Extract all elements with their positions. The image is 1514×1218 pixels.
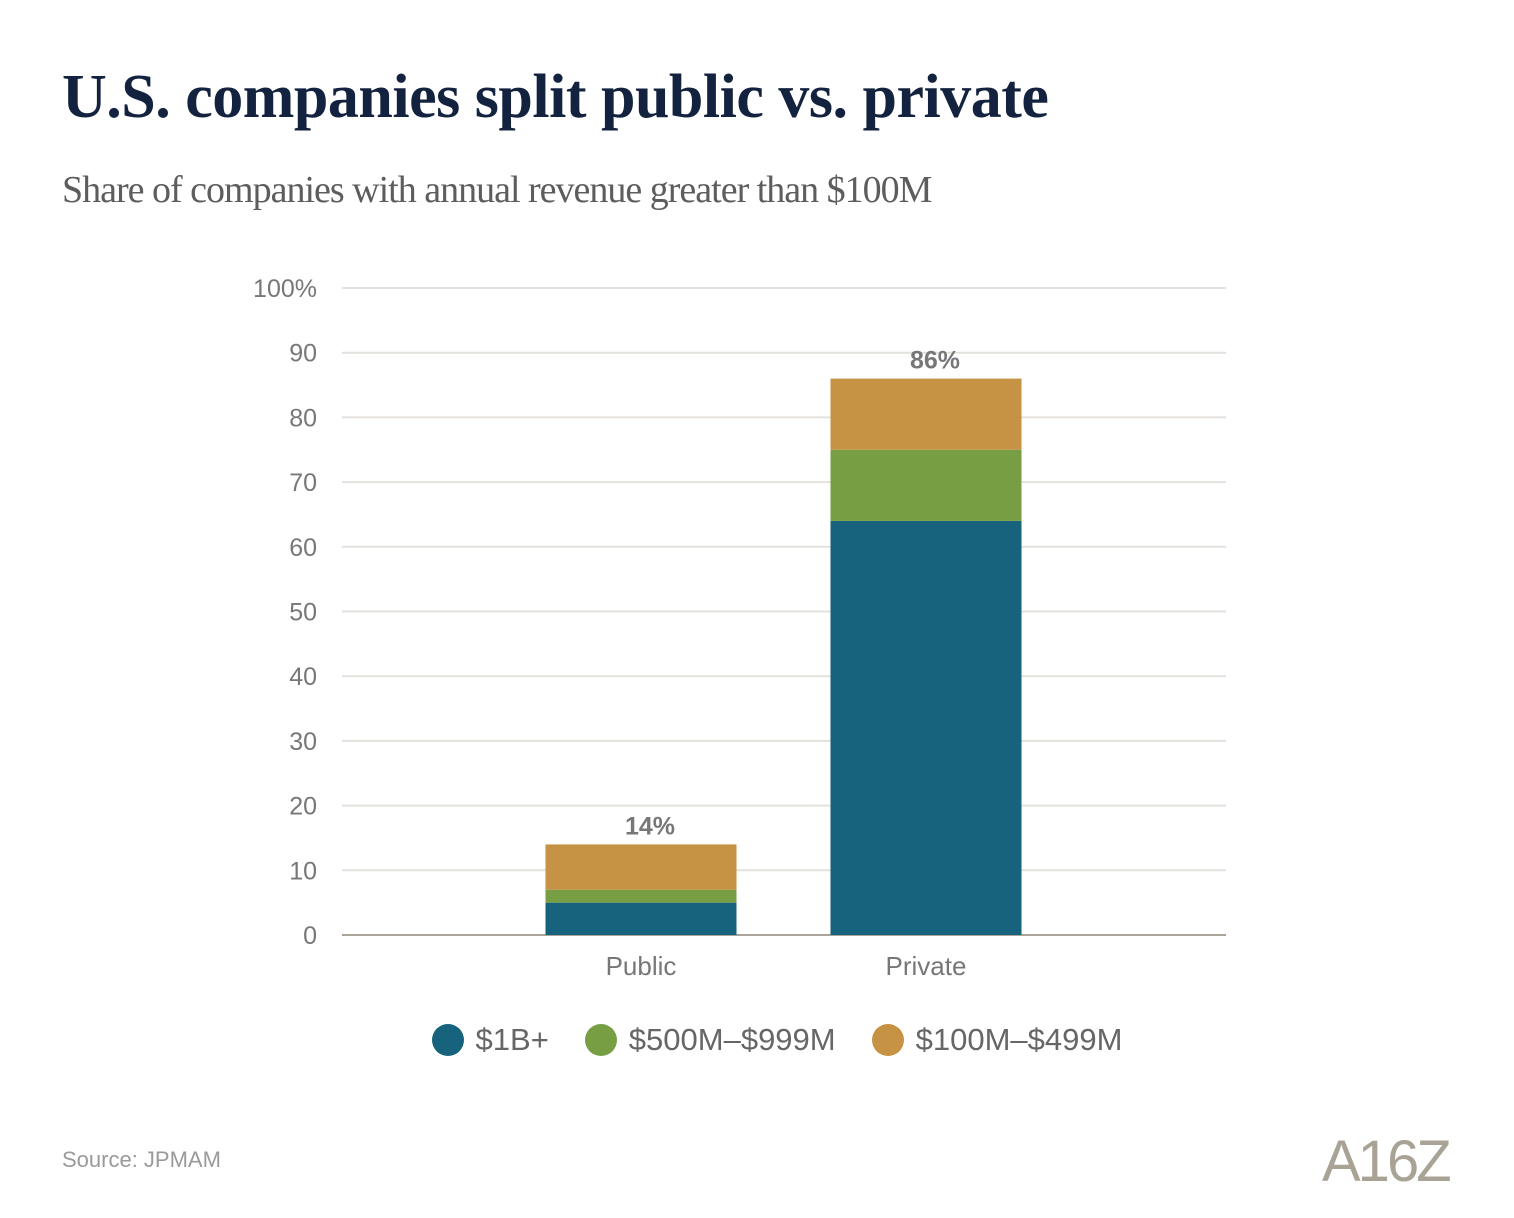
x-category-label: Public bbox=[606, 951, 677, 981]
legend: $1B+ $500M–$999M $100M–$499M bbox=[0, 1022, 1514, 1058]
legend-swatch bbox=[431, 1024, 464, 1056]
legend-item-1b: $1B+ bbox=[431, 1022, 549, 1058]
bar-segment bbox=[545, 902, 737, 935]
bar-segment bbox=[545, 844, 737, 890]
total-data-label: 14% bbox=[625, 812, 675, 840]
x-category-label: Private bbox=[886, 951, 967, 981]
bar-segment bbox=[830, 520, 1022, 935]
legend-swatch bbox=[871, 1024, 904, 1056]
y-tick-label: 80 bbox=[289, 404, 317, 432]
source-note: Source: JPMAM bbox=[62, 1147, 221, 1172]
y-tick-label: 50 bbox=[289, 599, 317, 627]
y-tick-label: 100% bbox=[253, 275, 317, 303]
legend-label: $100M–$499M bbox=[915, 1022, 1123, 1057]
legend-label: $1B+ bbox=[475, 1022, 549, 1057]
y-tick-label: 30 bbox=[289, 728, 317, 756]
y-tick-label: 70 bbox=[289, 469, 317, 497]
bar-segment bbox=[545, 889, 737, 903]
legend-swatch bbox=[584, 1024, 617, 1056]
legend-item-500m: $500M–$999M bbox=[584, 1022, 836, 1058]
legend-label: $500M–$999M bbox=[628, 1022, 836, 1057]
chart-subtitle: Share of companies with annual revenue g… bbox=[62, 169, 932, 211]
y-tick-label: 10 bbox=[289, 857, 317, 885]
y-tick-label: 60 bbox=[289, 534, 317, 562]
y-tick-label: 20 bbox=[289, 793, 317, 821]
bar-segment bbox=[830, 378, 1022, 450]
total-data-label: 86% bbox=[910, 347, 960, 375]
bar-segment bbox=[830, 449, 1022, 521]
legend-item-100m: $100M–$499M bbox=[871, 1022, 1123, 1058]
stacked-bar-chart: 0 10 20 30 40 50 60 70 80 90 100% 14% Public 86% Priva… bbox=[253, 275, 1226, 981]
y-tick-label: 90 bbox=[289, 340, 317, 368]
chart-title: U.S. companies split public vs. private bbox=[62, 63, 1049, 131]
a16z-logo: A16Z bbox=[1322, 1129, 1452, 1194]
y-tick-label: 40 bbox=[289, 663, 317, 691]
y-tick-label: 0 bbox=[303, 922, 317, 950]
